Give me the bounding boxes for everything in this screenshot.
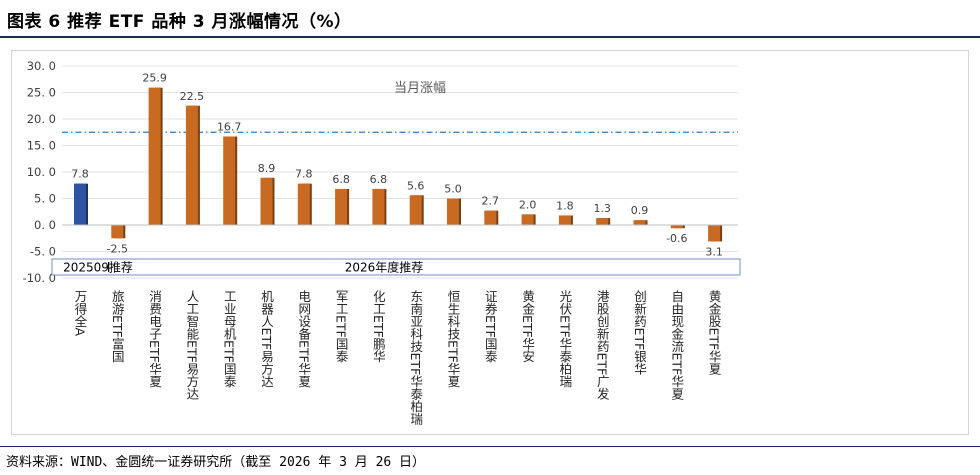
bar-bevel [372,188,385,195]
bar [633,220,646,225]
data-label: 16.7 [217,120,242,133]
bar-bevel [633,220,646,225]
y-tick-label: 20. 0 [27,112,56,126]
bar-bevel [335,188,348,195]
bar [596,218,609,225]
bar-bevel [670,225,683,229]
category-label: 万得全A [73,290,88,337]
data-label: 2.0 [519,198,537,211]
data-label: 25.9 [142,72,167,85]
bar-bevel [484,210,497,217]
data-label: -0.6 [666,232,687,245]
title-divider [0,36,980,38]
bar-bevel [260,177,273,184]
bar-bevel [558,215,571,222]
bar [74,183,86,225]
y-tick-label: -5. 0 [30,245,56,259]
category-label: 证券ETF国泰 [483,290,498,363]
category-label: 黄金ETF华安 [520,290,535,363]
category-label: 创新药ETF银华 [632,290,647,375]
category-label: 旅游ETF富国 [110,290,125,363]
category-label: 恒生科技ETF华夏 [446,290,461,388]
bar [148,87,161,225]
bar [297,183,310,225]
y-tick-label: 15. 0 [27,139,56,153]
category-label: 黄金股ETF华夏 [707,290,722,375]
bar [484,210,497,225]
footer-divider [0,446,980,447]
chart-frame [11,50,969,435]
y-tick-label: 30. 0 [27,59,56,73]
bar [447,198,459,225]
data-label: 1.8 [556,199,574,212]
bar [372,188,385,225]
data-label: 22.5 [180,90,205,103]
data-label: 1.3 [593,202,611,215]
data-label: -2.5 [107,242,128,255]
bar-bevel [148,87,161,94]
category-label: 光伏ETF华泰柏瑞 [557,290,572,388]
group-label: 2026年度推荐 [345,260,424,275]
bar [111,225,124,239]
category-label: 电网设备ETF华夏 [296,290,311,388]
figure-title: 图表 6 推荐 ETF 品种 3 月涨幅情况（%） [7,12,352,32]
bar [708,225,721,242]
bar [409,195,422,225]
data-label: 0.9 [631,204,649,217]
data-label: 6.8 [370,173,388,186]
data-label: 7.8 [71,168,89,181]
data-label: 5.0 [444,183,462,196]
bar [558,215,571,225]
y-tick-label: 5. 0 [34,192,56,206]
y-tick-label: 0. 0 [34,218,56,232]
data-label: 2.7 [482,195,500,208]
data-label: 5.6 [407,179,425,192]
data-label: 7.8 [295,168,313,181]
data-label: 8.9 [258,162,276,175]
bar [260,177,273,225]
bar-bevel [74,183,86,190]
chart-title: 当月涨幅 [394,81,446,96]
bar-bevel [297,183,310,190]
bar-bevel [447,198,459,205]
y-tick-label: 25. 0 [27,86,56,100]
y-tick-label: -10. 0 [23,271,56,285]
bar-bevel [596,218,609,225]
category-label: 东南亚科技ETF华泰柏瑞 [408,290,423,425]
data-label: 3.1 [705,245,723,258]
bar-bevel [409,195,422,202]
category-label: 人工智能ETF易方达 [184,290,199,400]
group-band [51,258,741,276]
bar-bevel [521,214,534,221]
category-label: 化工ETF鹏华 [371,290,386,363]
category-label: 自由现金流ETF华夏 [669,290,684,400]
bar [185,105,198,225]
category-label: 港股创新药ETF广发 [595,290,610,400]
bar [223,136,236,225]
bar [521,214,534,225]
category-label: 军工ETF国泰 [334,290,349,363]
bar [670,225,683,229]
source-note: 资料来源：WIND、金圆统一证券研究所（截至 2026 年 3 月 26 日） [6,455,426,470]
bar [335,188,348,225]
category-label: 机器人ETF易方达 [259,290,274,388]
category-label: 消费电子ETF华夏 [147,290,162,388]
data-label: 6.8 [332,173,350,186]
bar-bevel [111,225,124,231]
bar-bevel [708,225,721,231]
y-tick-label: 10. 0 [27,165,56,179]
bar-bevel [185,105,198,112]
bar-bevel [223,136,236,143]
category-label: 工业母机ETF国泰 [222,290,237,388]
group-label: 202509推荐 [63,261,133,275]
